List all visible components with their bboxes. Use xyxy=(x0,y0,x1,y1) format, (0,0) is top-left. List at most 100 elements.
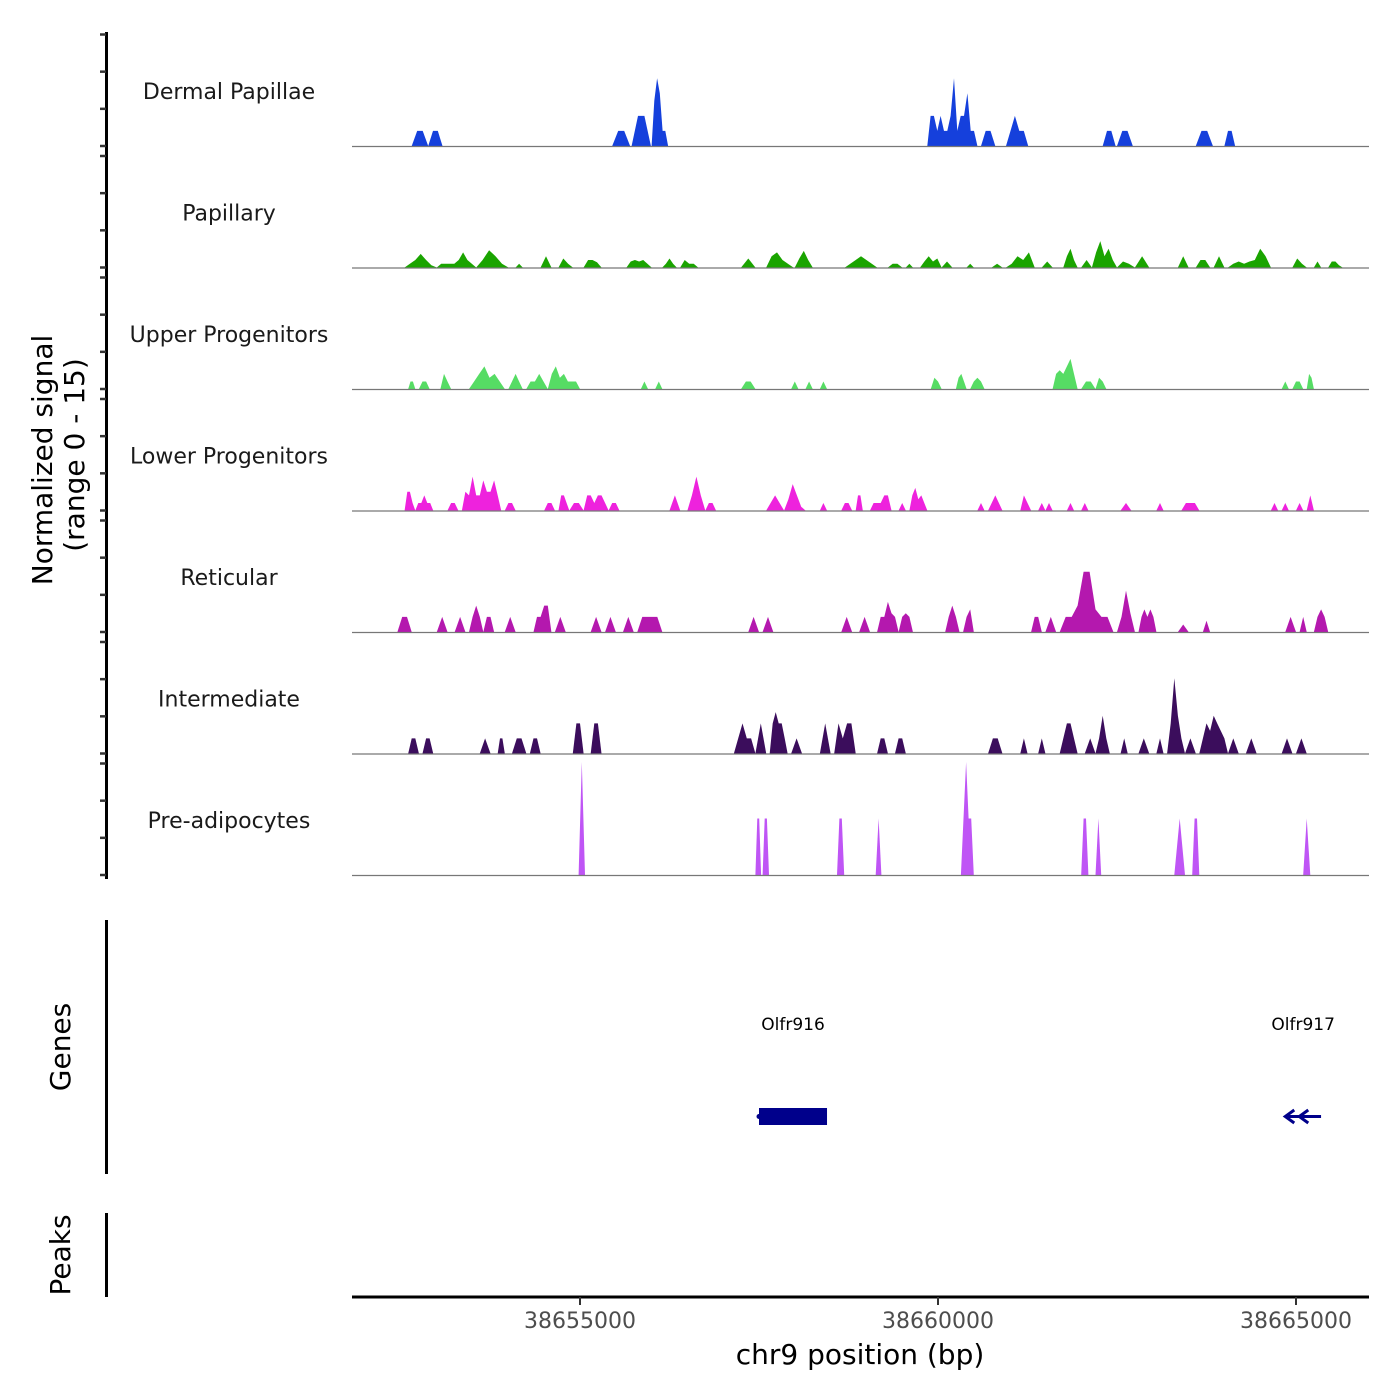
signal-peak xyxy=(1281,738,1293,754)
signal-peak xyxy=(1156,738,1164,754)
signal-peak xyxy=(1120,503,1132,511)
signal-peak xyxy=(590,616,602,632)
signal-peak xyxy=(991,263,1003,268)
signal-peak xyxy=(529,738,541,754)
signal-peak xyxy=(855,495,863,511)
track-pre-adipocytes: Pre-adipocytes xyxy=(148,762,1369,877)
signal-peak xyxy=(1202,620,1211,632)
gene-strand-marker xyxy=(756,1114,762,1119)
signal-peak xyxy=(461,476,502,511)
signal-peak xyxy=(626,260,652,268)
signal-peak xyxy=(1174,818,1185,875)
gene-strand-arrow-icon xyxy=(1282,1108,1296,1125)
signal-peak xyxy=(1195,260,1211,268)
x-tick-label: 38665000 xyxy=(1240,1309,1352,1334)
signal-peak xyxy=(547,366,580,389)
signal-peak xyxy=(1167,678,1185,754)
signal-peak xyxy=(1299,616,1307,632)
signal-peak xyxy=(411,130,429,146)
signal-peak xyxy=(748,616,759,632)
signal-peak xyxy=(408,381,416,389)
signal-peak xyxy=(1156,503,1164,511)
signal-peak xyxy=(909,487,928,511)
signal-peak xyxy=(1117,130,1133,146)
signal-peak xyxy=(1059,571,1114,632)
signal-peak xyxy=(870,495,892,511)
signal-peak xyxy=(981,130,996,146)
signal-peak xyxy=(440,373,452,389)
signal-peak xyxy=(945,605,960,632)
gene-exon xyxy=(759,1108,828,1125)
signal-peak xyxy=(1020,738,1028,754)
signal-peak xyxy=(960,762,974,875)
gene-strand-arrow-icon xyxy=(1296,1108,1310,1125)
track-label: Pre-adipocytes xyxy=(148,809,311,834)
signal-peak xyxy=(844,256,878,268)
signal-peak xyxy=(755,818,762,875)
signal-peak xyxy=(1041,261,1053,268)
signal-peak xyxy=(1052,358,1078,389)
signal-peak xyxy=(504,616,516,632)
signal-peak xyxy=(1120,738,1128,754)
signal-peak xyxy=(1117,590,1135,632)
signal-peak xyxy=(841,616,853,632)
signal-peak xyxy=(640,381,648,389)
signal-peak xyxy=(1281,381,1289,389)
signal-peak xyxy=(966,263,974,268)
signal-peak xyxy=(1228,738,1239,754)
signal-peak xyxy=(977,503,985,511)
signal-peak xyxy=(920,256,942,268)
signal-peak xyxy=(533,605,552,632)
signal-peak xyxy=(1185,738,1196,754)
signal-peak xyxy=(418,381,430,389)
signal-peak xyxy=(583,260,602,268)
signal-peak xyxy=(1177,624,1189,632)
signal-peak xyxy=(1038,503,1046,511)
signal-peak xyxy=(988,738,1003,754)
signal-peak xyxy=(1081,260,1092,268)
signal-peak xyxy=(483,616,495,632)
signal-y-axis xyxy=(100,32,108,879)
signal-peak xyxy=(540,256,552,268)
gene-label: Olfr916 xyxy=(761,1015,825,1035)
signal-peak xyxy=(794,250,813,268)
signal-axis-title-line2: (range 0 - 15) xyxy=(58,358,91,552)
signal-peak xyxy=(415,495,434,511)
signal-peak xyxy=(1303,818,1311,875)
track-label: Lower Progenitors xyxy=(130,445,328,470)
track-reticular: Reticular xyxy=(180,566,1369,634)
signal-peak xyxy=(476,250,509,268)
signal-peak xyxy=(583,495,609,511)
track-papillary: Papillary xyxy=(182,202,1369,269)
peaks-panel: Peaks xyxy=(44,1213,108,1297)
signal-peak xyxy=(988,495,1003,511)
signal-peak xyxy=(784,484,806,511)
signal-peak xyxy=(1081,381,1096,389)
track-label: Dermal Papillae xyxy=(143,80,315,105)
signal-peak xyxy=(508,373,523,389)
signal-peak xyxy=(905,263,913,268)
signal-peak xyxy=(1095,818,1102,875)
signal-peak xyxy=(755,723,767,754)
gene-annotations: Olfr916 Olfr917 xyxy=(756,1015,1335,1125)
signal-peak xyxy=(662,258,677,268)
signal-peak xyxy=(554,616,566,632)
signal-peak xyxy=(605,616,616,632)
signal-peak xyxy=(637,616,663,632)
signal-peak xyxy=(819,503,827,511)
signal-peak xyxy=(819,723,831,754)
signal-peak xyxy=(887,263,903,268)
signal-peak xyxy=(1091,241,1117,268)
signal-peak xyxy=(469,366,505,389)
signal-peak xyxy=(1224,130,1236,146)
signal-peak xyxy=(898,613,913,632)
signal-axis-title-line1: Normalized signal xyxy=(26,335,59,586)
signal-peak xyxy=(834,723,856,754)
signal-peak xyxy=(404,253,437,268)
signal-peak xyxy=(397,616,412,632)
signal-peak xyxy=(1281,503,1289,511)
signal-peak xyxy=(1313,609,1329,632)
signal-peak xyxy=(1045,616,1057,632)
signal-peak xyxy=(733,723,756,754)
